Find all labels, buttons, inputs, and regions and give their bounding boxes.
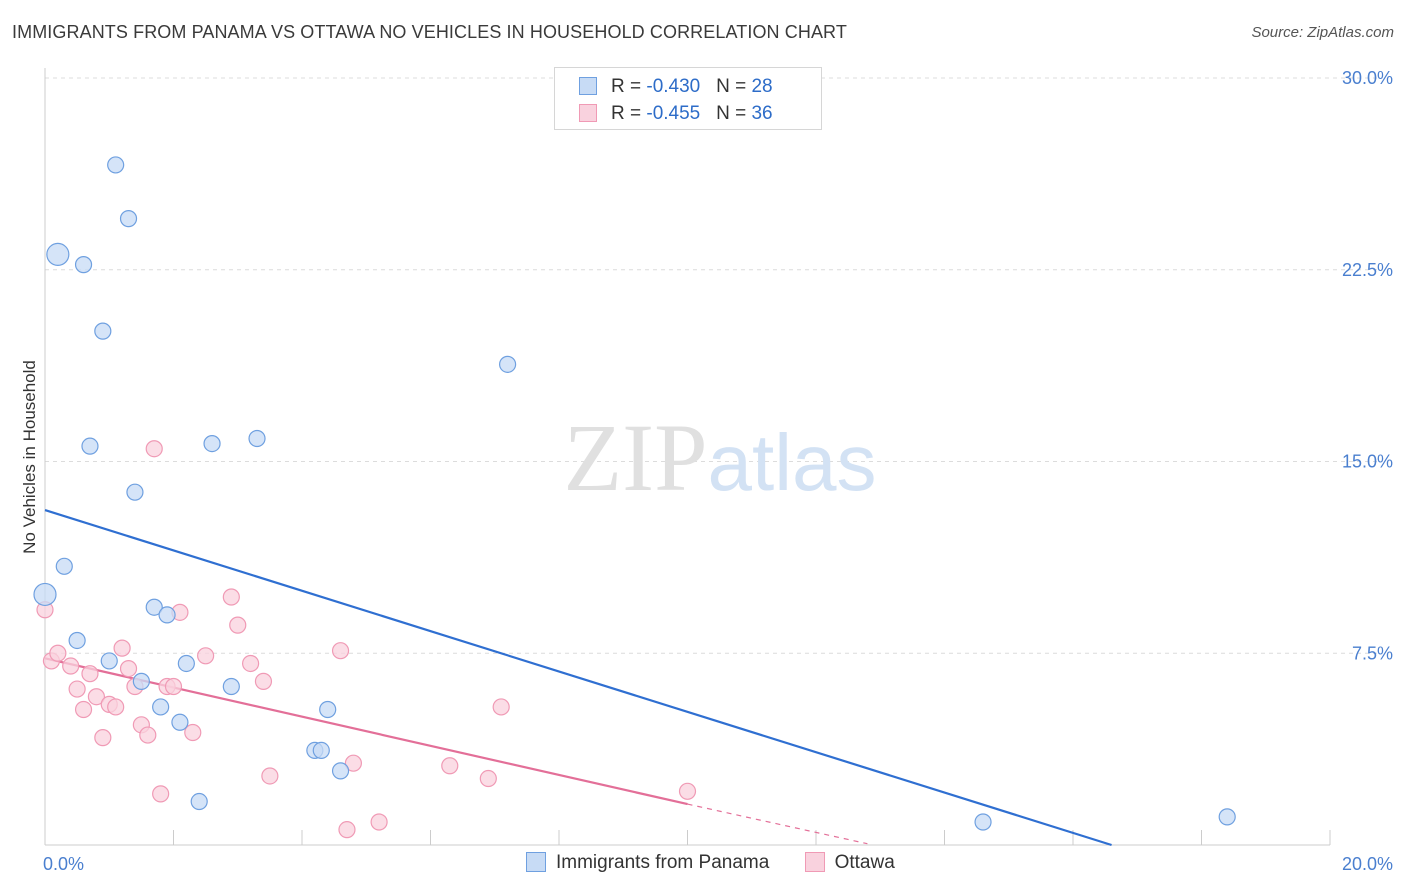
data-point: [338, 821, 356, 839]
data-point: [197, 647, 215, 665]
y-tick-label: 30.0%: [1342, 68, 1393, 88]
trend-lines: [44, 509, 1112, 847]
data-point: [74, 700, 93, 719]
data-point: [319, 700, 337, 719]
watermark-zip: ZIP: [564, 404, 708, 511]
legend-swatch-ottawa: [804, 852, 825, 872]
data-point: [331, 642, 350, 660]
r-label: R =: [611, 103, 647, 124]
data-point: [94, 729, 112, 747]
data-point: [1218, 808, 1236, 826]
trend-line: [44, 509, 1112, 847]
data-point: [145, 440, 163, 458]
data-point: [145, 598, 163, 616]
r-value: -0.430: [646, 76, 701, 97]
r-label: R =: [611, 76, 647, 97]
data-point: [229, 616, 247, 634]
data-point: [331, 762, 350, 780]
data-point: [94, 322, 112, 340]
data-point: [46, 242, 70, 267]
source-label: Source: ZipAtlas.com: [1251, 24, 1394, 41]
data-point: [177, 654, 195, 673]
data-point: [132, 672, 150, 690]
data-point: [254, 672, 273, 690]
data-point: [68, 631, 86, 650]
data-point: [479, 769, 497, 788]
data-point: [49, 644, 67, 662]
data-point: [248, 429, 266, 448]
data-point: [68, 680, 86, 698]
n-label: N =: [716, 76, 752, 97]
trend-line-extension: [687, 803, 868, 845]
data-point: [222, 677, 240, 696]
data-point: [441, 757, 459, 775]
watermark: ZIPatlas: [564, 404, 877, 511]
data-point: [203, 435, 221, 453]
data-point: [974, 813, 992, 831]
legend-item-ottawa: Ottawa: [804, 852, 895, 874]
legend-label-panama: Immigrants from Panama: [556, 852, 770, 873]
data-point: [370, 813, 388, 831]
legend-swatch-panama: [579, 77, 597, 95]
data-point: [492, 698, 510, 716]
data-point: [62, 657, 80, 675]
data-point: [344, 754, 362, 772]
y-tick-label: 22.5%: [1342, 260, 1393, 280]
legend-swatch-panama: [526, 852, 546, 872]
legend-row-panama: R = -0.430 N = 28: [579, 76, 773, 98]
data-point: [312, 741, 330, 760]
n-value: 28: [751, 76, 773, 97]
tick-labels: 7.5% 15.0% 22.5% 30.0% 0.0% 20.0%: [43, 68, 1393, 874]
data-point: [33, 582, 57, 607]
data-point: [499, 355, 517, 373]
n-label: N =: [716, 103, 752, 124]
data-point: [126, 483, 144, 501]
data-point: [119, 659, 138, 678]
data-point: [107, 698, 125, 716]
legend-item-panama: Immigrants from Panama: [526, 852, 769, 874]
data-point: [261, 767, 279, 785]
chart-title: IMMIGRANTS FROM PANAMA VS OTTAWA NO VEHI…: [12, 22, 847, 42]
series-legend: Immigrants from Panama Ottawa: [526, 852, 925, 874]
r-value: -0.455: [646, 103, 701, 124]
data-point: [81, 437, 99, 455]
legend-row-ottawa: R = -0.455 N = 36: [579, 103, 773, 125]
gridlines: [45, 77, 1380, 654]
n-value: 36: [751, 103, 773, 124]
legend-swatch-ottawa: [579, 104, 597, 122]
legend-label-ottawa: Ottawa: [834, 852, 895, 873]
watermark-atlas: atlas: [708, 418, 877, 507]
data-points: [33, 156, 1236, 839]
axes: [44, 68, 1331, 846]
x-tick-label: 0.0%: [43, 854, 84, 874]
data-point: [171, 713, 189, 731]
data-point: [158, 606, 176, 624]
data-point: [55, 557, 73, 575]
data-point: [113, 639, 131, 657]
data-point: [164, 677, 183, 696]
data-point: [74, 256, 93, 274]
data-point: [152, 785, 170, 803]
data-point: [678, 782, 697, 800]
data-point: [81, 665, 99, 683]
y-tick-label: 7.5%: [1352, 643, 1393, 663]
data-point: [100, 652, 118, 670]
data-point: [190, 792, 208, 811]
correlation-legend: R = -0.430 N = 28 R = -0.455 N = 36: [554, 67, 822, 130]
y-tick-label: 15.0%: [1342, 452, 1393, 472]
data-point: [139, 726, 157, 744]
data-point: [242, 654, 260, 673]
trend-line: [44, 657, 688, 806]
data-point: [87, 688, 106, 706]
data-point: [222, 588, 240, 606]
data-point: [119, 210, 138, 228]
x-tick-label: 20.0%: [1342, 854, 1393, 874]
data-point: [152, 698, 170, 716]
data-point: [107, 156, 125, 174]
data-point: [184, 723, 202, 742]
